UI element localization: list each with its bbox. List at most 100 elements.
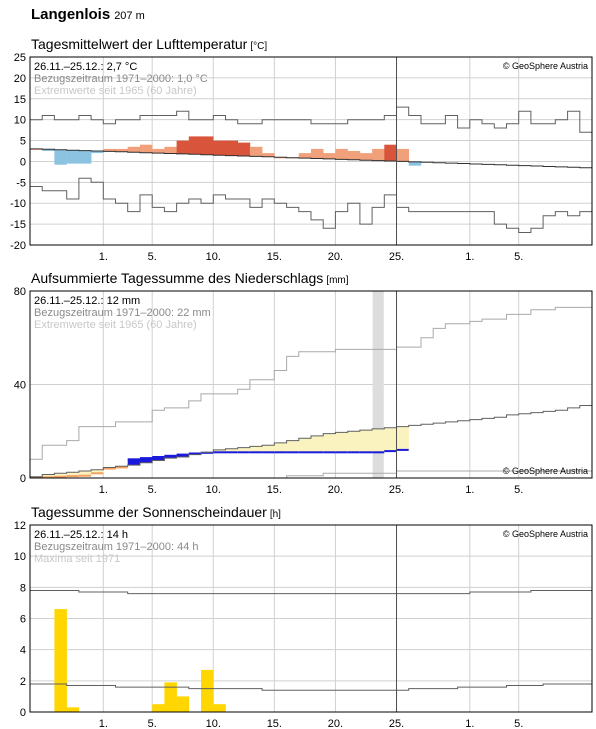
sunshine-ytick-label: 12 bbox=[14, 520, 26, 532]
sunshine-xtick-label: 1. bbox=[465, 718, 474, 729]
temperature-legend-1: Bezugszeitraum 1971–2000: 1,0 °C bbox=[34, 73, 208, 85]
temperature-ytick-label: 0 bbox=[20, 156, 26, 168]
precipitation-deviation-bar bbox=[213, 449, 226, 453]
temperature-bar bbox=[164, 146, 177, 154]
sunshine-normal-line bbox=[30, 683, 592, 691]
precipitation-deviation-bar bbox=[274, 442, 287, 453]
temperature-title: Tagesmittelwert der Lufttemperatur [°C] bbox=[31, 36, 267, 52]
precipitation-deviation-bar bbox=[66, 472, 80, 477]
temperature-bar bbox=[188, 136, 202, 155]
temperature-title-text: Tagesmittelwert der Lufttemperatur bbox=[31, 36, 248, 52]
precipitation-unit: [mm] bbox=[326, 275, 349, 286]
temperature-credit: © GeoSphere Austria bbox=[503, 61, 588, 71]
precipitation-deviation-bar bbox=[249, 446, 263, 453]
temperature-ytick-label: -5 bbox=[16, 177, 26, 189]
temperature-bar bbox=[127, 146, 141, 153]
sunshine-legend-1: Bezugszeitraum 1971–2000: 44 h bbox=[34, 541, 199, 553]
precipitation-deviation-bar bbox=[54, 473, 67, 477]
temperature-bar bbox=[347, 151, 361, 160]
precipitation-xtick-label: 5. bbox=[514, 484, 523, 496]
sunshine-title: Tagessumme der Sonnenscheindauer [h] bbox=[31, 504, 281, 520]
temperature-bar bbox=[201, 136, 214, 155]
precipitation-xtick-label: 10. bbox=[206, 484, 221, 496]
temperature-ytick-label: 15 bbox=[14, 94, 26, 106]
precipitation-xtick-label: 15. bbox=[267, 484, 282, 496]
precipitation-deviation-bar bbox=[140, 458, 153, 463]
temperature-frame bbox=[29, 56, 593, 246]
precipitation-ytick-label: 40 bbox=[14, 380, 26, 392]
sunshine-ytick-label: 8 bbox=[20, 582, 26, 594]
sunshine-title-text: Tagessumme der Sonnenscheindauer bbox=[31, 504, 267, 520]
temperature-ytick-label: -20 bbox=[10, 240, 26, 252]
sunshine-legend-2: Maxima seit 1971 bbox=[34, 553, 120, 565]
precipitation-xtick-label: 1. bbox=[99, 484, 108, 496]
temperature-bar bbox=[140, 144, 153, 153]
precipitation-legend-1: Bezugszeitraum 1971–2000: 22 mm bbox=[34, 307, 211, 319]
sunshine-ytick-label: 2 bbox=[20, 676, 26, 688]
precipitation-deviation-bar bbox=[78, 471, 92, 476]
temperature-xtick-label: 20. bbox=[328, 251, 343, 263]
precipitation-deviation-bar bbox=[176, 454, 190, 457]
temperature-xtick-label: 1. bbox=[99, 251, 108, 263]
temperature-bar bbox=[237, 142, 251, 156]
temperature-bar bbox=[384, 144, 397, 161]
sunshine-bar bbox=[54, 609, 67, 712]
precipitation-deviation-bar bbox=[262, 445, 275, 453]
sunshine-maxima-line bbox=[30, 590, 592, 595]
precipitation-deviation-bar bbox=[164, 455, 177, 459]
temperature-bar bbox=[176, 140, 190, 154]
sunshine-xtick-label: 15. bbox=[267, 718, 282, 729]
temperature-xtick-label: 1. bbox=[465, 251, 474, 263]
station-altitude: 207 m bbox=[114, 10, 145, 22]
sunshine-ytick-label: 6 bbox=[20, 614, 26, 626]
temperature-ytick-label: -10 bbox=[10, 198, 26, 210]
sunshine-xtick-label: 25. bbox=[389, 718, 404, 729]
temperature-bar bbox=[408, 161, 422, 166]
sunshine-bar bbox=[164, 682, 177, 712]
temperature-bar bbox=[78, 150, 92, 164]
precipitation-xtick-label: 25. bbox=[389, 484, 404, 496]
precipitation-title: Aufsummierte Tagessumme des Niederschlag… bbox=[31, 270, 349, 286]
sunshine-xtick-label: 10. bbox=[206, 718, 221, 729]
precipitation-deviation-bar bbox=[42, 474, 55, 478]
temperature-bar bbox=[396, 148, 409, 162]
sunshine-xtick-label: 5. bbox=[514, 718, 523, 729]
temperature-bar bbox=[91, 151, 104, 154]
sunshine-ytick-label: 0 bbox=[20, 707, 26, 719]
precipitation-deviation-bar bbox=[347, 431, 361, 453]
sunshine-panel: 12 10 8 6 4 2 0 1. 5. 10. 15. 20. 25. 1. 5. 26.11.–25.1… bbox=[14, 520, 593, 729]
precipitation-deviation-bar bbox=[152, 457, 165, 461]
sunshine-bar bbox=[176, 696, 190, 712]
sunshine-bar bbox=[213, 704, 226, 712]
temperature-xtick-label: 5. bbox=[148, 251, 157, 263]
precipitation-legend-2: Extremwerte seit 1965 (60 Jahre) bbox=[34, 319, 197, 331]
temperature-ytick-label: 5 bbox=[20, 136, 26, 148]
station-header: Langenlois 207 m bbox=[31, 6, 145, 23]
temperature-bar bbox=[42, 149, 55, 151]
sunshine-credit: © GeoSphere Austria bbox=[503, 529, 588, 539]
precipitation-max-line bbox=[30, 306, 592, 460]
precipitation-deviation-bar bbox=[396, 426, 409, 450]
temperature-bar bbox=[372, 148, 385, 161]
temperature-unit: [°C] bbox=[250, 41, 268, 52]
precipitation-deviation-bar bbox=[127, 459, 141, 466]
sunshine-bar bbox=[201, 669, 214, 712]
precipitation-frame bbox=[29, 290, 593, 479]
precipitation-deviation-bar bbox=[91, 469, 104, 474]
temperature-legend-2: Extremwerte seit 1965 (60 Jahre) bbox=[34, 85, 197, 97]
station-name: Langenlois bbox=[31, 6, 111, 23]
temperature-bar bbox=[262, 153, 275, 157]
temperature-bar bbox=[323, 153, 336, 159]
temperature-legend-0: 26.11.–25.12.: 2,7 °C bbox=[34, 61, 137, 73]
precipitation-credit: © GeoSphere Austria bbox=[503, 466, 588, 476]
sunshine-frame bbox=[29, 524, 593, 713]
sunshine-ytick-label: 4 bbox=[20, 645, 26, 657]
precipitation-deviation-bar bbox=[225, 448, 238, 453]
temperature-max-line bbox=[30, 106, 592, 133]
sunshine-xtick-label: 20. bbox=[328, 718, 343, 729]
precipitation-panel: 80 40 0 1. 5. 10. 15. 20. 25. 1. 5. 26.11.–25.12.: … bbox=[14, 286, 593, 496]
temperature-bar bbox=[359, 153, 373, 161]
temperature-xtick-label: 15. bbox=[267, 251, 282, 263]
temperature-bar bbox=[115, 148, 128, 152]
